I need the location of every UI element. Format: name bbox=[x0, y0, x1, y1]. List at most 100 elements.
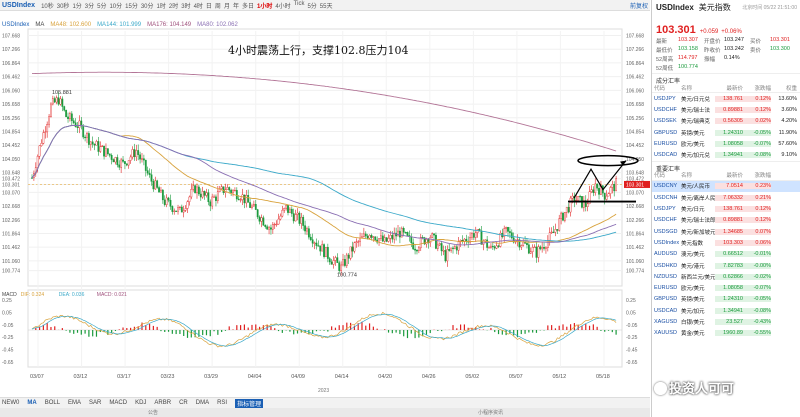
period-tab[interactable]: 5分 bbox=[97, 3, 107, 10]
table-row[interactable]: USDCHF 美元/瑞士法 0.89881 0.12% 3.60% bbox=[652, 104, 800, 115]
period-tab[interactable]: 55天 bbox=[319, 3, 333, 10]
candle-body bbox=[124, 161, 126, 164]
candle-body bbox=[182, 210, 185, 213]
table-row[interactable]: NZDUSD 新西兰元/美元 0.62866 -0.02% bbox=[652, 271, 800, 282]
indicator-tab[interactable]: EMA bbox=[68, 400, 82, 406]
period-tab[interactable]: 30分 bbox=[140, 3, 154, 10]
period-tab[interactable]: 15分 bbox=[125, 3, 138, 10]
period-tab[interactable]: 3分 bbox=[84, 3, 95, 10]
period-tab[interactable]: 10分 bbox=[109, 3, 123, 10]
column-header[interactable]: 最新价 bbox=[726, 173, 743, 180]
table-row[interactable]: GBPUSD 英镑/美元 1.24310 -0.05% 11.90% bbox=[652, 127, 800, 138]
candle-body bbox=[80, 120, 83, 127]
table-row[interactable]: USDJPY 美元/日元兑 138.761 0.12% 13.60% bbox=[652, 93, 800, 104]
column-header[interactable]: 涨跌幅 bbox=[754, 85, 771, 92]
period-tab[interactable]: 4小时 bbox=[275, 3, 291, 10]
table-row[interactable]: XAUUSD 黄金/美元 1960.89 -0.55% bbox=[652, 328, 800, 339]
table-row[interactable]: USDCNY 美元/人民币 7.0514 0.23% bbox=[652, 180, 800, 193]
period-tab[interactable]: 年 bbox=[232, 3, 239, 10]
period-tab[interactable]: 3时 bbox=[181, 3, 191, 10]
symbol-label[interactable]: USDIndex bbox=[2, 1, 36, 9]
column-header[interactable]: 名称 bbox=[681, 85, 693, 92]
period-tab[interactable]: 月 bbox=[223, 3, 230, 10]
period-tab[interactable]: 日 bbox=[205, 3, 212, 10]
row-price: 1.34941 bbox=[715, 152, 743, 159]
candle-body bbox=[569, 197, 572, 213]
column-header[interactable]: 最新价 bbox=[726, 85, 743, 92]
row-code: USDSGD bbox=[654, 228, 678, 235]
table-row[interactable]: USDCHF 美元/瑞士法郎 0.89881 0.12% bbox=[652, 215, 800, 226]
table-row[interactable]: USDJPY 美元/日元 138.761 0.12% bbox=[652, 203, 800, 214]
candle-body bbox=[429, 237, 432, 244]
table-row[interactable]: EURUSD 欧元/美元 1.08058 -0.07% bbox=[652, 282, 800, 293]
period-tab[interactable]: 10秒 bbox=[41, 3, 54, 10]
candle-body bbox=[99, 146, 102, 152]
column-header[interactable]: 涨跌幅 bbox=[754, 173, 771, 180]
table-row[interactable]: USDSGD 美元/新加坡元 1.34685 0.07% bbox=[652, 226, 800, 237]
row-name: 美元/日元兑 bbox=[681, 96, 711, 103]
status-bar: 公告 小程序资讯 bbox=[0, 408, 650, 417]
period-tab[interactable]: 5分 bbox=[307, 3, 317, 10]
table-row[interactable]: USDCAD 美元/加元兑 1.34941 -0.08% 9.10% bbox=[652, 149, 800, 160]
table-row[interactable]: USDCAD 美元/加元 1.34941 -0.08% bbox=[652, 305, 800, 316]
column-header[interactable]: 代码 bbox=[654, 173, 666, 180]
quote-label bbox=[750, 55, 770, 63]
column-header[interactable]: 名称 bbox=[681, 173, 693, 180]
candle-body bbox=[271, 224, 274, 230]
x-tick: 04/20 bbox=[378, 374, 392, 380]
current-price-tag: 103.301 bbox=[626, 182, 644, 188]
row-weight: 11.90% bbox=[778, 129, 797, 136]
period-tab[interactable]: 1小时 bbox=[256, 3, 273, 10]
period-tab[interactable]: 2时 bbox=[168, 3, 179, 10]
table-row[interactable]: GBPUSD 英镑/美元 1.24310 -0.05% bbox=[652, 294, 800, 305]
watermark: 投资人可可 bbox=[654, 378, 734, 397]
candle-body bbox=[114, 157, 117, 163]
y-tick-left: 103.301 bbox=[2, 182, 20, 188]
y-tick-left: 105.256 bbox=[2, 116, 20, 122]
candle-body bbox=[366, 235, 369, 239]
period-tab[interactable]: 1时 bbox=[156, 3, 166, 10]
period-tab[interactable]: 4时 bbox=[193, 3, 203, 10]
candle-body bbox=[474, 232, 477, 238]
period-tab[interactable]: 多日 bbox=[241, 3, 254, 10]
period-tab[interactable]: 30秒 bbox=[56, 3, 70, 10]
quote-value bbox=[724, 64, 750, 72]
candle-body bbox=[571, 195, 574, 199]
table-row[interactable]: USDIndex 美元指数 103.303 0.06% bbox=[652, 237, 800, 248]
indicator-tab[interactable]: DMA bbox=[195, 400, 210, 406]
candle-body bbox=[541, 247, 544, 250]
indicator-tab[interactable]: KDJ bbox=[135, 400, 147, 406]
candle-body bbox=[125, 163, 128, 166]
period-tab[interactable]: 1分 bbox=[72, 3, 82, 10]
indicator-tab[interactable]: MACD bbox=[109, 400, 128, 406]
candle-body bbox=[378, 238, 380, 243]
candle-body bbox=[63, 106, 66, 111]
indicator-tab[interactable]: CR bbox=[179, 400, 188, 406]
table-row[interactable]: USDHKD 美元/港元 7.82783 -0.00% bbox=[652, 260, 800, 271]
indicator-tab[interactable]: MA bbox=[27, 400, 37, 406]
chart-area[interactable]: 107.668 107.668 107.266 107.266 106.864 106.8… bbox=[0, 0, 650, 397]
adjust-mode-label[interactable]: 前复权 bbox=[629, 4, 648, 10]
table-row[interactable]: USDSEK 美元/瑞典克 0.56305 0.02% 4.20% bbox=[652, 116, 800, 127]
indicator-tab[interactable]: ARBR bbox=[154, 400, 172, 406]
candle-body bbox=[454, 246, 456, 249]
indicator-tab[interactable]: SAR bbox=[89, 400, 102, 406]
indicator-tab[interactable]: NEW0 bbox=[2, 400, 20, 406]
period-tab[interactable]: Tick bbox=[293, 0, 305, 7]
status-right[interactable]: 小程序资讯 bbox=[478, 410, 504, 416]
candle-body bbox=[309, 236, 312, 240]
table-row[interactable]: XAGUSD 白银/美元 23.527 -0.43% bbox=[652, 316, 800, 327]
indicator-tab[interactable]: BOLL bbox=[44, 400, 61, 406]
y-tick-right: 103.472 bbox=[626, 177, 644, 183]
dea-line bbox=[31, 313, 617, 347]
indicator-tab[interactable]: 指标管理 bbox=[235, 398, 264, 408]
status-left[interactable]: 公告 bbox=[148, 410, 159, 416]
indicator-tab[interactable]: RSI bbox=[217, 400, 228, 406]
column-header[interactable]: 代码 bbox=[654, 85, 666, 92]
period-tab[interactable]: 周 bbox=[214, 3, 221, 10]
candle-body bbox=[562, 212, 564, 221]
table-row[interactable]: EURUSD 欧元/美元 1.08058 -0.07% 57.60% bbox=[652, 138, 800, 149]
column-header[interactable]: 权重 bbox=[785, 85, 797, 92]
table-row[interactable]: AUDUSD 澳元/美元 0.66512 -0.01% bbox=[652, 249, 800, 260]
